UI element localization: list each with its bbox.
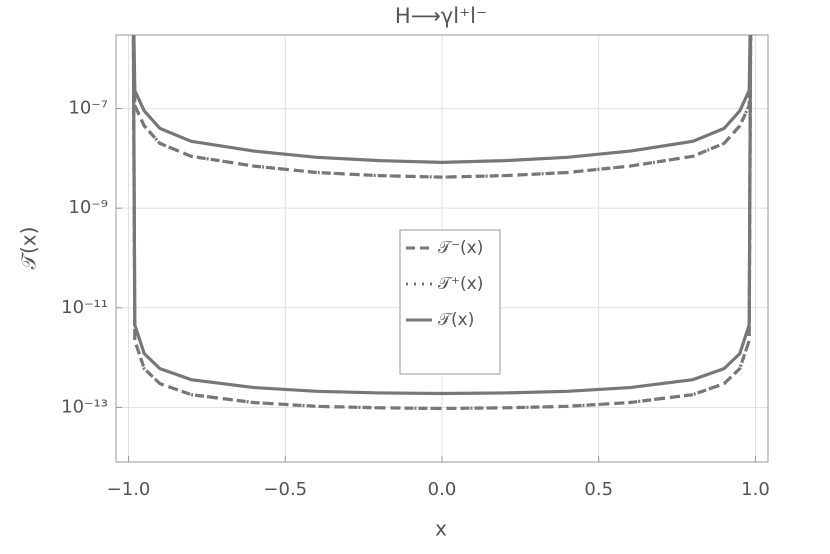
y-tick-label: 10⁻⁷ (68, 98, 108, 119)
y-tick-label: 10⁻¹¹ (61, 297, 108, 318)
legend-frame (399, 229, 501, 375)
plot-frame (115, 34, 769, 463)
series-line (131, 35, 753, 411)
legend-label: 𝒯⁺(x) (438, 274, 483, 294)
y-tick-label: 10⁻⁹ (68, 197, 108, 218)
legend-label: 𝒯(x) (438, 310, 474, 330)
x-axis-label: x (435, 517, 447, 541)
series-line (132, 35, 752, 164)
y-axis-label: 𝒯(x) (17, 227, 41, 270)
x-tick-label: 1.0 (741, 479, 770, 500)
series-line (131, 35, 753, 396)
x-tick-label: −0.5 (263, 479, 307, 500)
legend-label: 𝒯⁻(x) (438, 238, 483, 258)
series-line (132, 35, 752, 179)
x-tick-label: 0.0 (428, 479, 457, 500)
legend: 𝒯⁻(x) 𝒯⁺(x) 𝒯(x) (399, 229, 501, 375)
chart-title: H⟶γl⁺l⁻ (395, 4, 487, 28)
x-tick-label: −1.0 (107, 479, 151, 500)
plot-area (131, 35, 753, 411)
y-tick-label: 10⁻¹³ (61, 396, 108, 417)
x-tick-label: 0.5 (584, 479, 613, 500)
